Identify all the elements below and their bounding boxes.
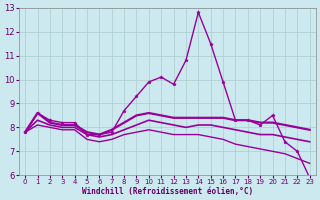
X-axis label: Windchill (Refroidissement éolien,°C): Windchill (Refroidissement éolien,°C) [82, 187, 253, 196]
